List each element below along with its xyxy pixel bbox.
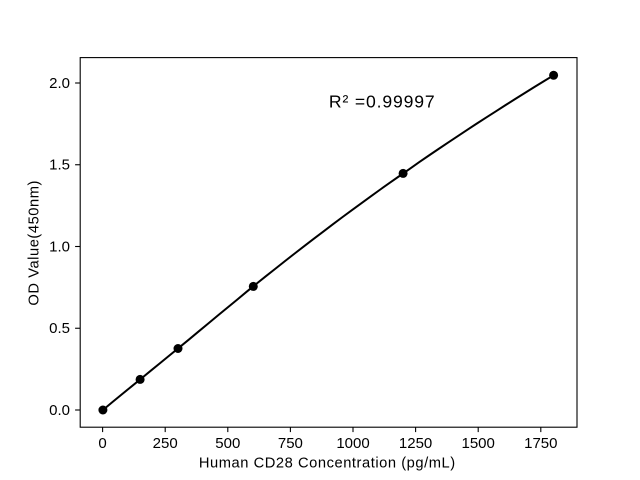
- svg-text:1.0: 1.0: [49, 238, 70, 255]
- svg-text:0: 0: [98, 435, 106, 452]
- svg-text:Human CD28 Concentration (pg/m: Human CD28 Concentration (pg/mL): [199, 456, 456, 472]
- svg-text:1000: 1000: [336, 435, 369, 452]
- svg-text:OD Value(450nm): OD Value(450nm): [26, 180, 42, 306]
- svg-text:500: 500: [215, 435, 240, 452]
- svg-text:750: 750: [278, 435, 303, 452]
- svg-text:1500: 1500: [462, 435, 495, 452]
- svg-text:0.0: 0.0: [49, 402, 70, 419]
- svg-text:1.5: 1.5: [49, 157, 70, 174]
- svg-text:R² =0.99997: R² =0.99997: [329, 92, 436, 112]
- svg-text:1750: 1750: [524, 435, 557, 452]
- svg-text:1250: 1250: [399, 435, 432, 452]
- svg-text:0.5: 0.5: [49, 320, 70, 337]
- svg-text:2.0: 2.0: [49, 75, 70, 92]
- svg-text:250: 250: [153, 435, 178, 452]
